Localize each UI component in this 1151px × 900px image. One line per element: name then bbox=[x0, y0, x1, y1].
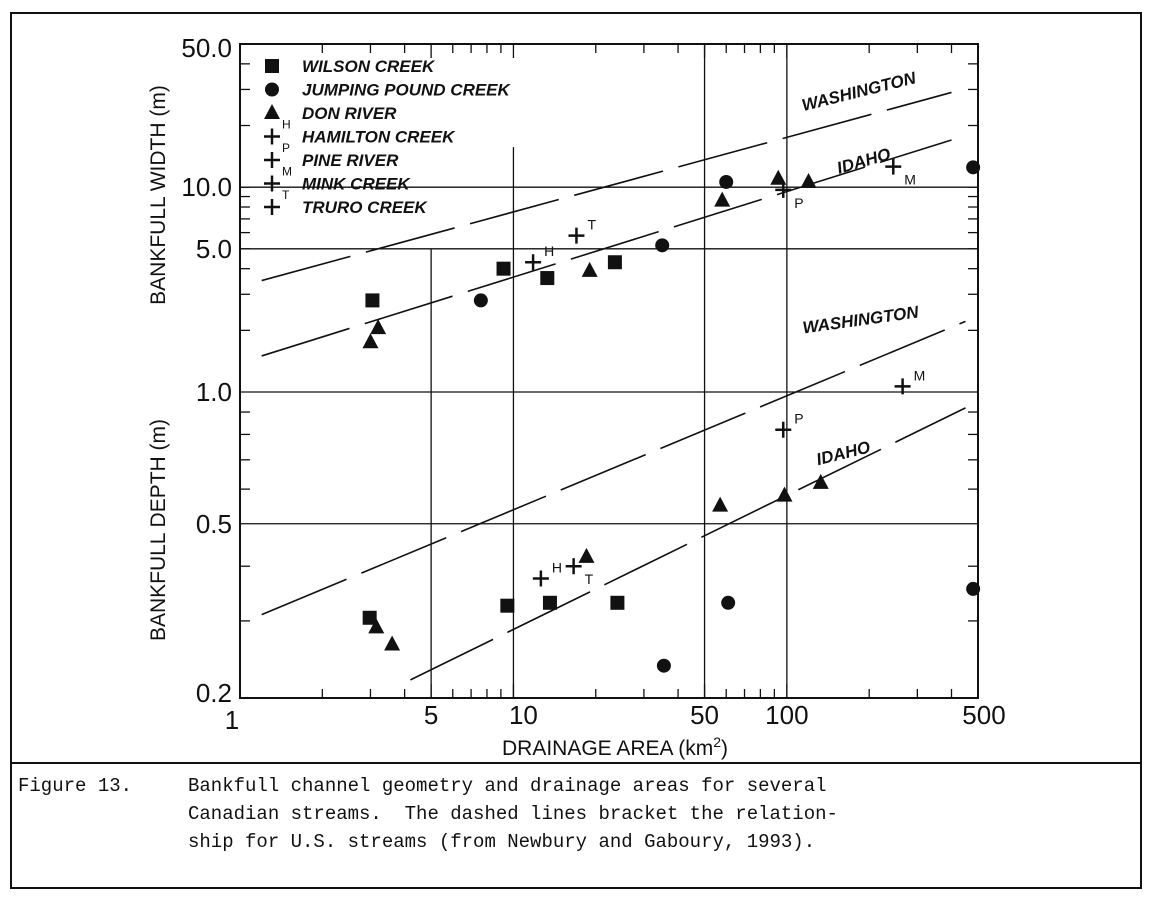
data-point-triangle bbox=[370, 319, 387, 335]
relationship-line-label: IDAHO bbox=[814, 438, 872, 470]
data-point-code: T bbox=[585, 571, 594, 587]
data-point-code: H bbox=[544, 243, 554, 259]
data-point-plus bbox=[568, 227, 585, 244]
data-point-circle bbox=[656, 658, 671, 673]
x-tick-label: 50 bbox=[690, 700, 719, 730]
relationship-line bbox=[261, 91, 952, 282]
y-tick-label: 0.5 bbox=[196, 509, 232, 539]
data-point-code: P bbox=[794, 411, 803, 427]
x-axis-title: DRAINAGE AREA (km2) bbox=[502, 734, 728, 760]
figure-caption: Figure 13. Bankfull channel geometry and … bbox=[18, 772, 1128, 856]
data-point-circle bbox=[721, 595, 736, 610]
legend-code: P bbox=[282, 141, 290, 155]
data-point-plus bbox=[565, 558, 582, 575]
y-tick-label: 0.2 bbox=[196, 678, 232, 708]
legend-label: PINE RIVER bbox=[302, 151, 399, 170]
legend-code: H bbox=[282, 118, 291, 132]
data-point-circle bbox=[473, 293, 488, 308]
plot-area bbox=[239, 43, 979, 699]
x-tick-label: 5 bbox=[424, 700, 438, 730]
data-point-triangle bbox=[800, 172, 817, 188]
relationship-line bbox=[261, 320, 966, 616]
data-point-plus bbox=[532, 570, 549, 587]
data-point-triangle bbox=[384, 635, 401, 651]
data-point-triangle bbox=[362, 333, 379, 349]
data-point-triangle bbox=[264, 104, 280, 119]
data-point-circle bbox=[265, 82, 279, 97]
data-point-code: H bbox=[552, 559, 562, 575]
data-point-circle bbox=[719, 174, 734, 189]
data-point-circle bbox=[655, 238, 670, 253]
data-point-square bbox=[542, 595, 557, 610]
y-tick-label: 10.0 bbox=[181, 172, 232, 202]
caption-divider bbox=[10, 762, 1142, 764]
legend-code: M bbox=[282, 165, 292, 179]
legend-label: MINK CREEK bbox=[302, 175, 411, 194]
data-point-plus bbox=[264, 199, 280, 215]
legend-label: TRURO CREEK bbox=[302, 198, 428, 217]
data-point-square bbox=[362, 610, 377, 625]
y-axis-title-width: BANKFULL WIDTH (m) bbox=[147, 85, 170, 305]
data-point-square bbox=[265, 59, 279, 73]
data-point-plus bbox=[894, 378, 911, 395]
data-point-square bbox=[610, 595, 625, 610]
x-tick-label: 100 bbox=[765, 700, 808, 730]
data-point-plus bbox=[775, 421, 792, 438]
relationship-line-label: IDAHO bbox=[835, 144, 893, 177]
x-tick-label: 500 bbox=[962, 700, 1005, 730]
caption-line-3: ship for U.S. streams (from Newbury and … bbox=[188, 831, 816, 853]
data-point-triangle bbox=[776, 486, 793, 502]
caption-line-1: Bankfull channel geometry and drainage a… bbox=[188, 775, 827, 797]
data-point-plus bbox=[525, 254, 542, 271]
data-point-plus bbox=[264, 128, 280, 145]
data-point-code: P bbox=[794, 195, 803, 211]
data-point-circle bbox=[966, 581, 981, 596]
legend-label: JUMPING POUND CREEK bbox=[302, 81, 512, 100]
data-point-square bbox=[365, 293, 380, 308]
y-tick-label: 1.0 bbox=[196, 377, 232, 407]
caption-label: Figure 13. bbox=[18, 775, 133, 797]
legend-label: WILSON CREEK bbox=[302, 57, 436, 76]
data-point-code: T bbox=[587, 217, 596, 233]
y-tick-label: 50.0 bbox=[181, 33, 232, 63]
relationship-line bbox=[261, 139, 952, 357]
data-point-circle bbox=[966, 160, 981, 175]
data-point-square bbox=[607, 255, 622, 270]
relationship-line-label: WASHINGTON bbox=[801, 302, 920, 337]
data-point-triangle bbox=[581, 261, 598, 277]
data-point-plus bbox=[264, 175, 280, 192]
data-point-triangle bbox=[714, 191, 731, 207]
data-point-plus bbox=[885, 158, 902, 175]
data-point-code: M bbox=[914, 367, 926, 383]
y-tick-label: 5.0 bbox=[196, 234, 232, 264]
data-point-triangle bbox=[812, 473, 829, 489]
data-point-square bbox=[500, 598, 515, 613]
data-point-plus bbox=[264, 152, 280, 168]
data-point-triangle bbox=[368, 618, 385, 634]
figure-frame bbox=[10, 12, 1142, 889]
relationship-line-label: WASHINGTON bbox=[800, 68, 919, 115]
x-tick-label: 1 bbox=[225, 705, 239, 735]
x-tick-label: 10 bbox=[509, 700, 538, 730]
data-point-triangle bbox=[712, 496, 729, 512]
data-point-plus bbox=[775, 181, 792, 198]
data-point-triangle bbox=[578, 547, 595, 563]
data-point-square bbox=[496, 261, 511, 276]
legend-label: DON RIVER bbox=[302, 104, 397, 123]
data-point-code: M bbox=[904, 172, 916, 188]
legend-label: HAMILTON CREEK bbox=[302, 128, 456, 147]
data-point-triangle bbox=[770, 169, 787, 185]
relationship-line bbox=[410, 407, 966, 681]
caption-line-2: Canadian streams. The dashed lines brack… bbox=[188, 803, 838, 825]
legend-code: T bbox=[282, 188, 290, 202]
y-axis-title-depth: BANKFULL DEPTH (m) bbox=[147, 419, 170, 641]
data-point-square bbox=[540, 271, 555, 286]
